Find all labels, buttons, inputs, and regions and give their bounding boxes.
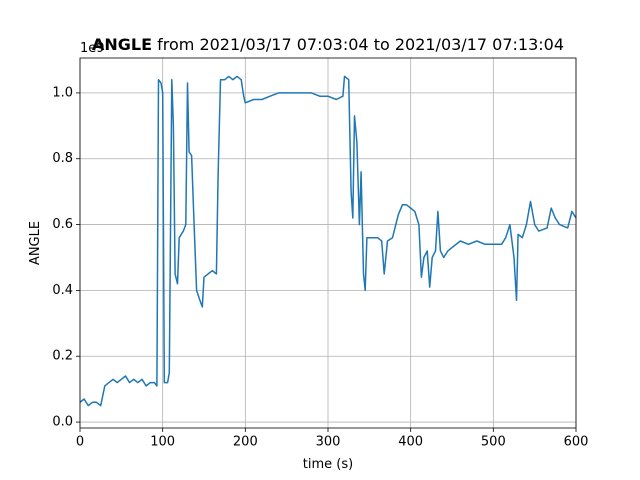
x-tick-label: 400	[398, 435, 423, 450]
plot-frame	[79, 57, 577, 429]
y-tick-label: 0.4	[52, 283, 73, 298]
y-axis-label: ANGLE	[28, 221, 43, 265]
x-axis-label: time (s)	[303, 457, 353, 472]
x-tick-label: 100	[150, 435, 175, 450]
y-tick-label: 1.0	[52, 85, 73, 100]
chart-title: ANGLE from 2021/03/17 07:03:04 to 2021/0…	[92, 35, 564, 54]
x-tick-label: 600	[564, 435, 589, 450]
title-rest: from 2021/03/17 07:03:04 to 2021/03/17 0…	[152, 35, 564, 54]
y-offset-text: 1e9	[80, 41, 105, 56]
y-tick-label: 0.0	[52, 415, 73, 430]
y-tick-label: 0.2	[52, 349, 73, 364]
title-bold: ANGLE	[92, 35, 152, 54]
y-tick-label: 0.8	[52, 151, 73, 166]
x-tick-label: 200	[233, 435, 258, 450]
data-line	[79, 75, 577, 407]
x-tick-label: 500	[481, 435, 506, 450]
x-tick-label: 300	[316, 435, 341, 450]
y-tick-label: 0.6	[52, 217, 73, 232]
x-tick-label: 0	[76, 435, 84, 450]
